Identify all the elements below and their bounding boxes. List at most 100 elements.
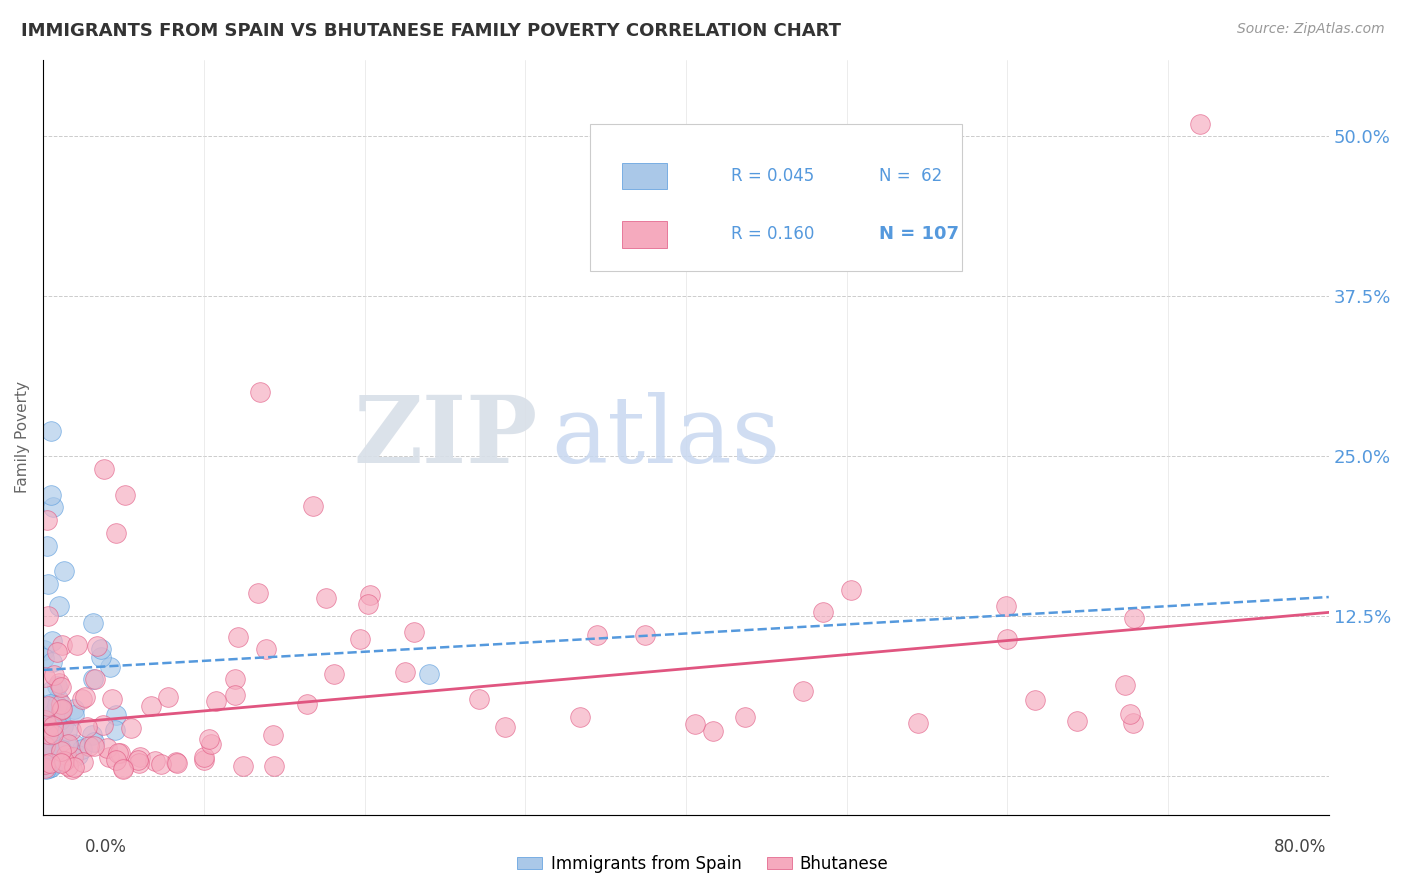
Point xyxy=(62,749,84,764)
Point xyxy=(907,716,929,731)
Point xyxy=(418,666,440,681)
Point xyxy=(32,643,55,657)
Text: IMMIGRANTS FROM SPAIN VS BHUTANESE FAMILY POVERTY CORRELATION CHART: IMMIGRANTS FROM SPAIN VS BHUTANESE FAMIL… xyxy=(21,22,841,40)
Point xyxy=(49,705,72,719)
Point xyxy=(128,749,150,764)
Point xyxy=(38,748,60,763)
Point xyxy=(262,728,284,742)
Point xyxy=(56,758,79,772)
Point xyxy=(349,632,371,647)
Point xyxy=(41,634,63,648)
Point xyxy=(34,669,56,683)
Point xyxy=(34,761,56,775)
Point xyxy=(39,424,62,438)
Point xyxy=(48,713,70,727)
Point xyxy=(48,748,70,763)
Point xyxy=(359,588,381,602)
Point xyxy=(323,667,346,681)
Point xyxy=(1114,678,1136,692)
Text: atlas: atlas xyxy=(551,392,780,482)
Point xyxy=(105,753,128,767)
Point xyxy=(402,625,425,640)
Text: 80.0%: 80.0% xyxy=(1274,838,1327,855)
Point xyxy=(35,701,58,715)
Point xyxy=(65,638,87,652)
Bar xyxy=(621,163,666,189)
Point xyxy=(42,667,65,681)
Point xyxy=(37,539,59,553)
Point xyxy=(42,706,65,720)
Point xyxy=(84,672,107,686)
Point xyxy=(53,565,76,579)
Point xyxy=(1118,707,1140,722)
Point xyxy=(98,660,121,674)
Point xyxy=(112,761,135,775)
Point xyxy=(46,679,69,693)
Point xyxy=(224,688,246,702)
Point xyxy=(39,697,62,711)
Point xyxy=(72,756,94,770)
Point xyxy=(55,738,77,752)
Point xyxy=(52,719,75,733)
Point xyxy=(302,499,325,513)
Point xyxy=(82,728,104,742)
Point xyxy=(93,462,115,476)
Point xyxy=(114,488,136,502)
Point xyxy=(105,526,128,541)
Point xyxy=(143,754,166,768)
Point xyxy=(90,642,112,657)
Point xyxy=(569,709,592,723)
Point xyxy=(96,740,118,755)
Point xyxy=(70,692,93,706)
Point xyxy=(37,714,59,729)
Point xyxy=(34,757,56,772)
Point xyxy=(39,760,62,774)
Point xyxy=(394,665,416,679)
Point xyxy=(165,755,187,769)
Point xyxy=(38,746,60,760)
Point xyxy=(994,599,1017,613)
Legend: Immigrants from Spain, Bhutanese: Immigrants from Spain, Bhutanese xyxy=(510,848,896,880)
Point xyxy=(39,728,62,742)
Point xyxy=(63,701,86,715)
Point xyxy=(76,720,98,734)
Point xyxy=(42,756,65,771)
Point xyxy=(35,763,58,777)
Point xyxy=(1024,693,1046,707)
Point xyxy=(63,760,86,774)
Point xyxy=(82,673,104,687)
Point xyxy=(49,703,72,717)
Point xyxy=(224,673,246,687)
Point xyxy=(32,651,55,665)
Bar xyxy=(621,221,666,248)
Point xyxy=(90,650,112,665)
Point xyxy=(468,692,491,706)
Point xyxy=(702,723,724,738)
Point xyxy=(127,753,149,767)
Point xyxy=(35,513,58,527)
Point xyxy=(166,756,188,770)
Point xyxy=(58,737,80,751)
Point xyxy=(75,690,97,704)
Point xyxy=(995,632,1018,647)
Point xyxy=(45,645,67,659)
Point xyxy=(1189,117,1212,131)
Point xyxy=(42,500,65,515)
Point xyxy=(586,628,609,642)
Point xyxy=(839,582,862,597)
Point xyxy=(34,734,56,748)
Point xyxy=(34,713,56,727)
Point xyxy=(51,744,73,758)
Point xyxy=(35,757,58,772)
Point xyxy=(198,731,221,746)
Point xyxy=(120,721,142,735)
Point xyxy=(86,640,108,654)
Point xyxy=(83,739,105,753)
Point xyxy=(51,701,73,715)
Point xyxy=(59,723,82,737)
Text: 0.0%: 0.0% xyxy=(84,838,127,855)
Point xyxy=(41,738,63,752)
Point xyxy=(249,385,271,400)
Point xyxy=(37,577,59,591)
Point xyxy=(37,722,59,736)
